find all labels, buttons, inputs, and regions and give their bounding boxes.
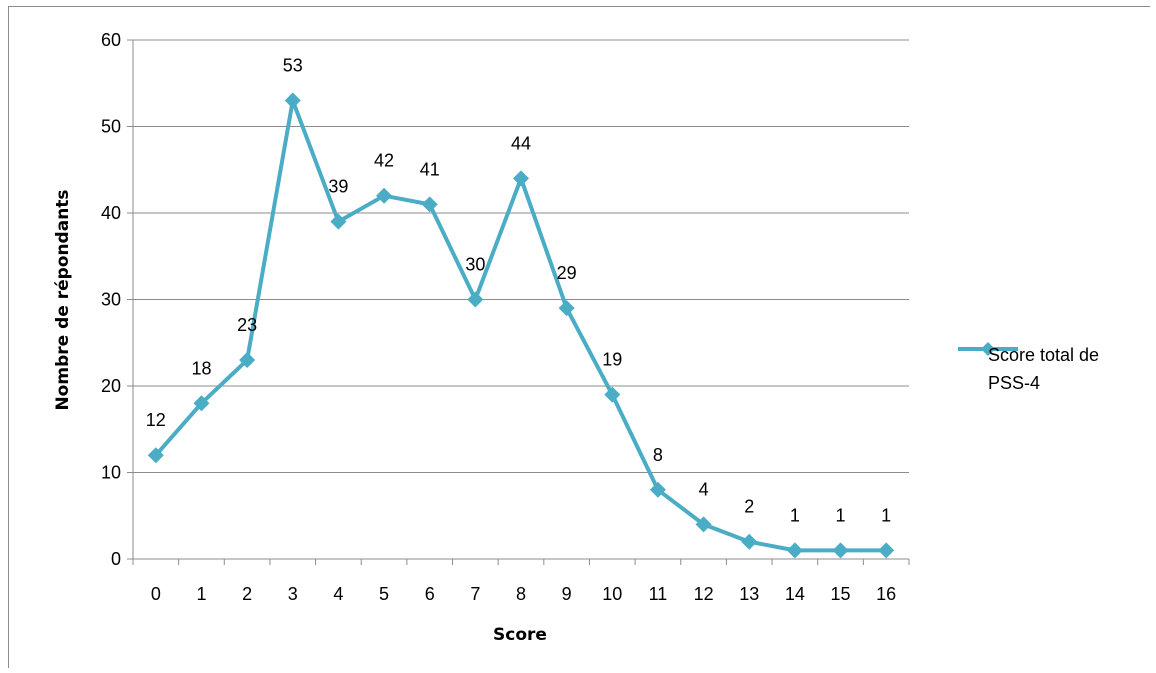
x-tick-label: 3 bbox=[288, 584, 298, 604]
chart-frame bbox=[8, 6, 1150, 668]
data-point-marker bbox=[558, 300, 575, 317]
gridlines bbox=[133, 39, 909, 473]
data-point-marker bbox=[878, 542, 895, 559]
legend-label-line-2: PSS-4 bbox=[988, 373, 1040, 393]
axes bbox=[127, 39, 910, 565]
y-tick-label: 20 bbox=[101, 376, 121, 396]
data-point-marker bbox=[741, 533, 758, 550]
x-tick-label: 16 bbox=[876, 584, 896, 604]
data-point-marker bbox=[786, 542, 803, 559]
y-tick-label: 30 bbox=[101, 290, 121, 310]
legend-label-line-1: Score total de bbox=[988, 345, 1099, 365]
data-point-marker bbox=[513, 170, 529, 187]
data-label: 18 bbox=[191, 358, 211, 378]
x-tick-label: 5 bbox=[379, 584, 389, 604]
y-tick-label: 60 bbox=[101, 30, 121, 50]
data-label: 23 bbox=[237, 315, 257, 335]
x-tick-label: 10 bbox=[602, 584, 622, 604]
x-tick-label: 13 bbox=[739, 584, 759, 604]
data-label: 1 bbox=[836, 505, 846, 525]
data-point-marker bbox=[330, 213, 347, 230]
legend: Score total de PSS-4 bbox=[958, 342, 1099, 393]
x-tick-label: 0 bbox=[151, 584, 161, 604]
x-tick-label: 9 bbox=[562, 584, 572, 604]
data-label: 19 bbox=[602, 350, 622, 370]
data-point-marker bbox=[193, 395, 210, 412]
data-point-marker bbox=[421, 196, 438, 213]
y-tick-label: 0 bbox=[111, 549, 121, 569]
data-label: 44 bbox=[511, 133, 531, 153]
data-label: 53 bbox=[283, 56, 303, 76]
x-tick-label: 2 bbox=[242, 584, 252, 604]
data-label: 12 bbox=[146, 410, 166, 430]
x-tick-label: 11 bbox=[649, 584, 668, 604]
legend-marker bbox=[981, 342, 995, 356]
x-axis-tick-labels: 0 1 2 3 4 5 6 7 8 9 10 11 12 13 14 15 16 bbox=[151, 584, 896, 604]
x-tick-label: 8 bbox=[516, 584, 526, 604]
x-tick-label: 1 bbox=[196, 584, 206, 604]
data-label: 8 bbox=[653, 445, 663, 465]
y-tick-label: 10 bbox=[101, 463, 121, 483]
data-label: 2 bbox=[744, 497, 754, 517]
data-label: 30 bbox=[465, 255, 485, 275]
y-axis-tick-labels: 0 10 20 30 40 50 60 bbox=[101, 30, 121, 569]
y-tick-label: 40 bbox=[101, 203, 121, 223]
x-tick-label: 15 bbox=[831, 584, 851, 604]
data-point-marker bbox=[832, 542, 849, 559]
data-point-marker bbox=[649, 481, 666, 498]
data-label: 29 bbox=[557, 263, 577, 283]
x-tick-label: 6 bbox=[425, 584, 435, 604]
y-axis-title: Nombre de répondants bbox=[53, 189, 73, 410]
data-label: 42 bbox=[374, 151, 394, 171]
series-layer bbox=[147, 92, 895, 559]
data-label: 1 bbox=[881, 505, 891, 525]
data-label: 41 bbox=[420, 159, 440, 179]
data-point-marker bbox=[239, 352, 256, 369]
data-point-marker bbox=[695, 516, 712, 533]
x-tick-label: 4 bbox=[333, 584, 343, 604]
data-point-marker bbox=[284, 92, 301, 109]
y-tick-label: 50 bbox=[101, 117, 121, 137]
x-tick-label: 14 bbox=[785, 584, 805, 604]
data-point-marker bbox=[467, 291, 484, 308]
series-line bbox=[154, 98, 887, 553]
data-point-marker bbox=[376, 187, 393, 204]
data-label: 4 bbox=[699, 479, 709, 499]
x-tick-label: 12 bbox=[694, 584, 714, 604]
data-point-marker bbox=[147, 447, 164, 464]
data-label: 1 bbox=[790, 505, 800, 525]
data-label: 39 bbox=[328, 177, 348, 197]
x-tick-label: 7 bbox=[470, 584, 480, 604]
x-axis-title: Score bbox=[493, 625, 547, 645]
data-point-marker bbox=[604, 386, 621, 403]
